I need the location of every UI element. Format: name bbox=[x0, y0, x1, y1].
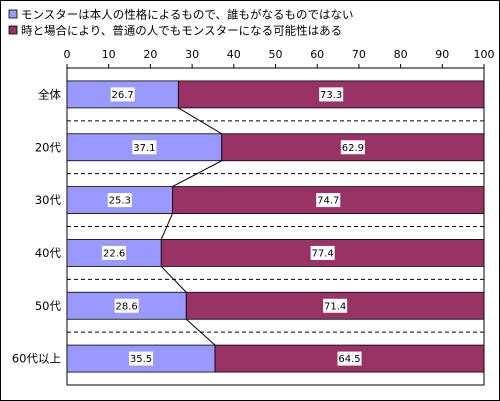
category-label: 30代 bbox=[35, 193, 62, 207]
x-tick-label: 30 bbox=[185, 48, 199, 61]
x-tick-label: 20 bbox=[143, 48, 157, 61]
data-label: 74.7 bbox=[317, 196, 339, 207]
data-label-box bbox=[310, 245, 335, 260]
data-label-box bbox=[114, 298, 139, 313]
data-label-box bbox=[110, 87, 135, 102]
plot-border bbox=[66, 67, 485, 386]
data-label-box bbox=[102, 245, 127, 260]
data-label: 64.5 bbox=[338, 354, 360, 365]
data-label-box bbox=[323, 298, 348, 313]
x-tick-label: 100 bbox=[474, 48, 495, 61]
data-label: 28.6 bbox=[115, 301, 137, 312]
data-label-box bbox=[319, 87, 344, 102]
data-label-box bbox=[132, 140, 157, 155]
series-connector-line bbox=[185, 318, 216, 346]
x-tick-label: 60 bbox=[310, 48, 324, 61]
x-tick-label: 90 bbox=[435, 48, 449, 61]
x-tick-label: 10 bbox=[102, 48, 116, 61]
category-label: 40代 bbox=[35, 246, 62, 260]
legend-swatch bbox=[8, 9, 18, 19]
legend-label: 時と場合により、普通の人でもモンスターになる可能性はある bbox=[21, 24, 342, 38]
data-label-box bbox=[337, 351, 362, 366]
series-connector-line bbox=[160, 213, 173, 240]
category-label: 全体 bbox=[38, 87, 61, 101]
series-connector-line bbox=[160, 266, 187, 293]
data-label: 35.5 bbox=[130, 354, 152, 365]
x-tick-label: 40 bbox=[227, 48, 241, 61]
series-connector-line bbox=[178, 107, 222, 135]
legend-swatch bbox=[8, 25, 18, 35]
plot-area: 0 10 20 30 40 50 60 70 80 90 100 26.7 73.3 全体 37.1 62.9… bbox=[12, 48, 495, 386]
data-label-box bbox=[129, 351, 154, 366]
data-label: 26.7 bbox=[112, 90, 134, 101]
data-label: 77.4 bbox=[311, 248, 333, 259]
data-label: 73.3 bbox=[320, 90, 342, 101]
series-connector-line bbox=[172, 160, 222, 188]
data-label-box bbox=[107, 193, 132, 208]
category-label: 50代 bbox=[35, 299, 62, 313]
x-tick-label: 80 bbox=[394, 48, 408, 61]
category-label: 60代以上 bbox=[12, 352, 61, 366]
data-label: 22.6 bbox=[103, 248, 125, 259]
x-tick-label: 70 bbox=[352, 48, 366, 61]
data-label: 71.4 bbox=[324, 301, 346, 312]
category-label: 20代 bbox=[35, 140, 62, 154]
legend-label: モンスターは本人の性格によるもので、誰もがなるものではない bbox=[21, 8, 353, 22]
data-label-box bbox=[340, 140, 365, 155]
data-label: 62.9 bbox=[342, 143, 364, 154]
data-label: 37.1 bbox=[133, 143, 155, 154]
data-label-box bbox=[316, 193, 341, 208]
legend: モンスターは本人の性格によるもので、誰もがなるものではない時と場合により、普通の… bbox=[8, 8, 353, 38]
x-tick-label: 50 bbox=[269, 48, 283, 61]
data-label: 25.3 bbox=[109, 196, 131, 207]
x-tick-label: 0 bbox=[64, 48, 71, 61]
